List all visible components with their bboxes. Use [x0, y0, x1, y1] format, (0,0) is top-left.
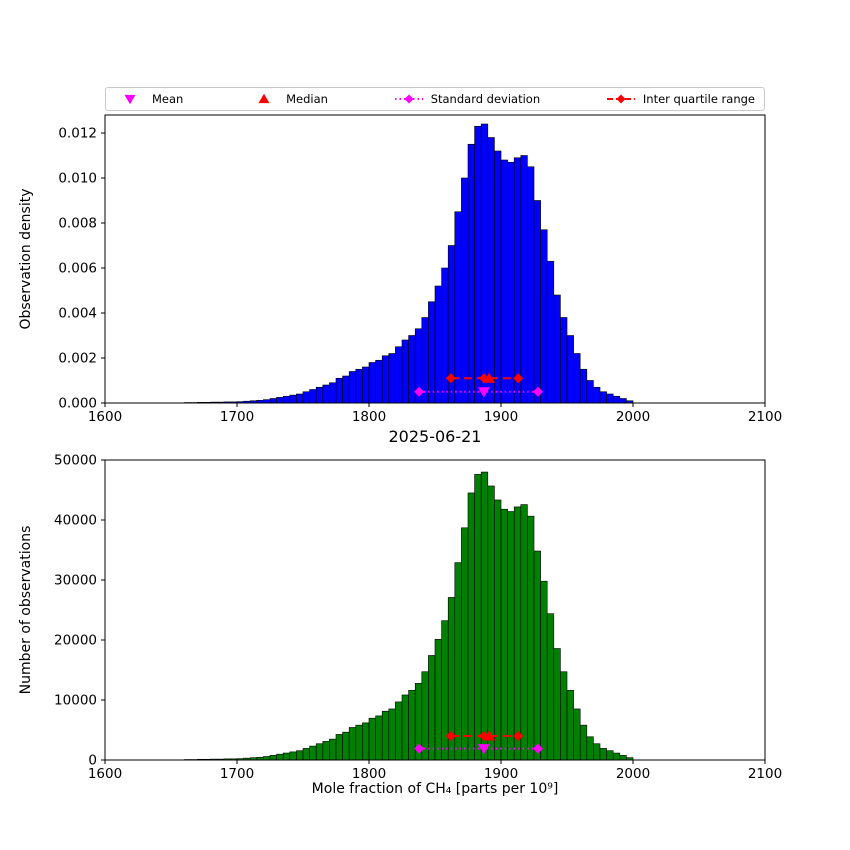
- legend-item-mean: Mean: [115, 92, 183, 106]
- svg-text:0.006: 0.006: [58, 261, 97, 277]
- legend-label-std: Standard deviation: [430, 92, 541, 106]
- svg-text:1800: 1800: [352, 766, 386, 782]
- legend-item-iqr: Inter quartile range: [606, 92, 755, 106]
- svg-text:0.010: 0.010: [58, 171, 97, 187]
- axes-frame: [104, 459, 766, 761]
- svg-text:2000: 2000: [616, 766, 650, 782]
- svg-text:1900: 1900: [484, 766, 518, 782]
- svg-text:30000: 30000: [54, 573, 97, 589]
- subplot-title-date: 2025-06-21: [388, 427, 482, 446]
- svg-text:2100: 2100: [748, 409, 782, 425]
- iqr-marker-icon: [606, 94, 635, 104]
- counts-histogram: 1600 1700 1800 1900 2000 2100 0 10000 20000 30000…: [18, 453, 782, 783]
- axes-frame: [104, 114, 766, 404]
- svg-text:1700: 1700: [220, 766, 254, 782]
- svg-text:1700: 1700: [220, 409, 254, 425]
- legend-label-median: Median: [286, 92, 328, 106]
- legend: Mean Median Standard deviation Inter qua…: [105, 87, 765, 111]
- svg-text:0.004: 0.004: [58, 306, 97, 322]
- density-histogram: 1600 1700 1800 1900 2000 2100 0.000 0.002 0.004 0…: [18, 114, 782, 425]
- x-axis-label: Mole fraction of CH₄ [parts per 10⁹]: [311, 781, 559, 797]
- legend-item-std: Standard deviation: [394, 92, 540, 106]
- legend-label-mean: Mean: [152, 92, 184, 106]
- svg-text:0.000: 0.000: [58, 396, 97, 412]
- counts-histogram-bars: [183, 471, 634, 761]
- counts-histogram-stat-markers: [414, 730, 543, 755]
- density-histogram-stat-markers: [414, 372, 543, 398]
- svg-text:0.012: 0.012: [58, 126, 97, 142]
- svg-text:1600: 1600: [88, 409, 122, 425]
- svg-text:0.002: 0.002: [58, 351, 97, 367]
- svg-text:0: 0: [88, 753, 97, 769]
- median-marker-icon: [258, 93, 270, 104]
- svg-text:2000: 2000: [616, 409, 650, 425]
- svg-text:40000: 40000: [54, 513, 97, 529]
- std-deviation-marker-icon: [394, 94, 423, 104]
- y-axis-label: Number of observations: [18, 526, 34, 695]
- svg-text:1900: 1900: [484, 409, 518, 425]
- legend-label-iqr: Inter quartile range: [642, 92, 755, 106]
- svg-text:20000: 20000: [54, 633, 97, 649]
- legend-item-median: Median: [249, 92, 328, 106]
- svg-text:2100: 2100: [748, 766, 782, 782]
- svg-text:10000: 10000: [54, 693, 97, 709]
- svg-text:0.008: 0.008: [58, 216, 97, 232]
- svg-text:1600: 1600: [88, 766, 122, 782]
- svg-text:1800: 1800: [352, 409, 386, 425]
- mean-marker-icon: [124, 94, 136, 105]
- y-axis-label: Observation density: [18, 188, 34, 329]
- density-histogram-bars: [183, 123, 634, 404]
- svg-text:50000: 50000: [54, 453, 97, 469]
